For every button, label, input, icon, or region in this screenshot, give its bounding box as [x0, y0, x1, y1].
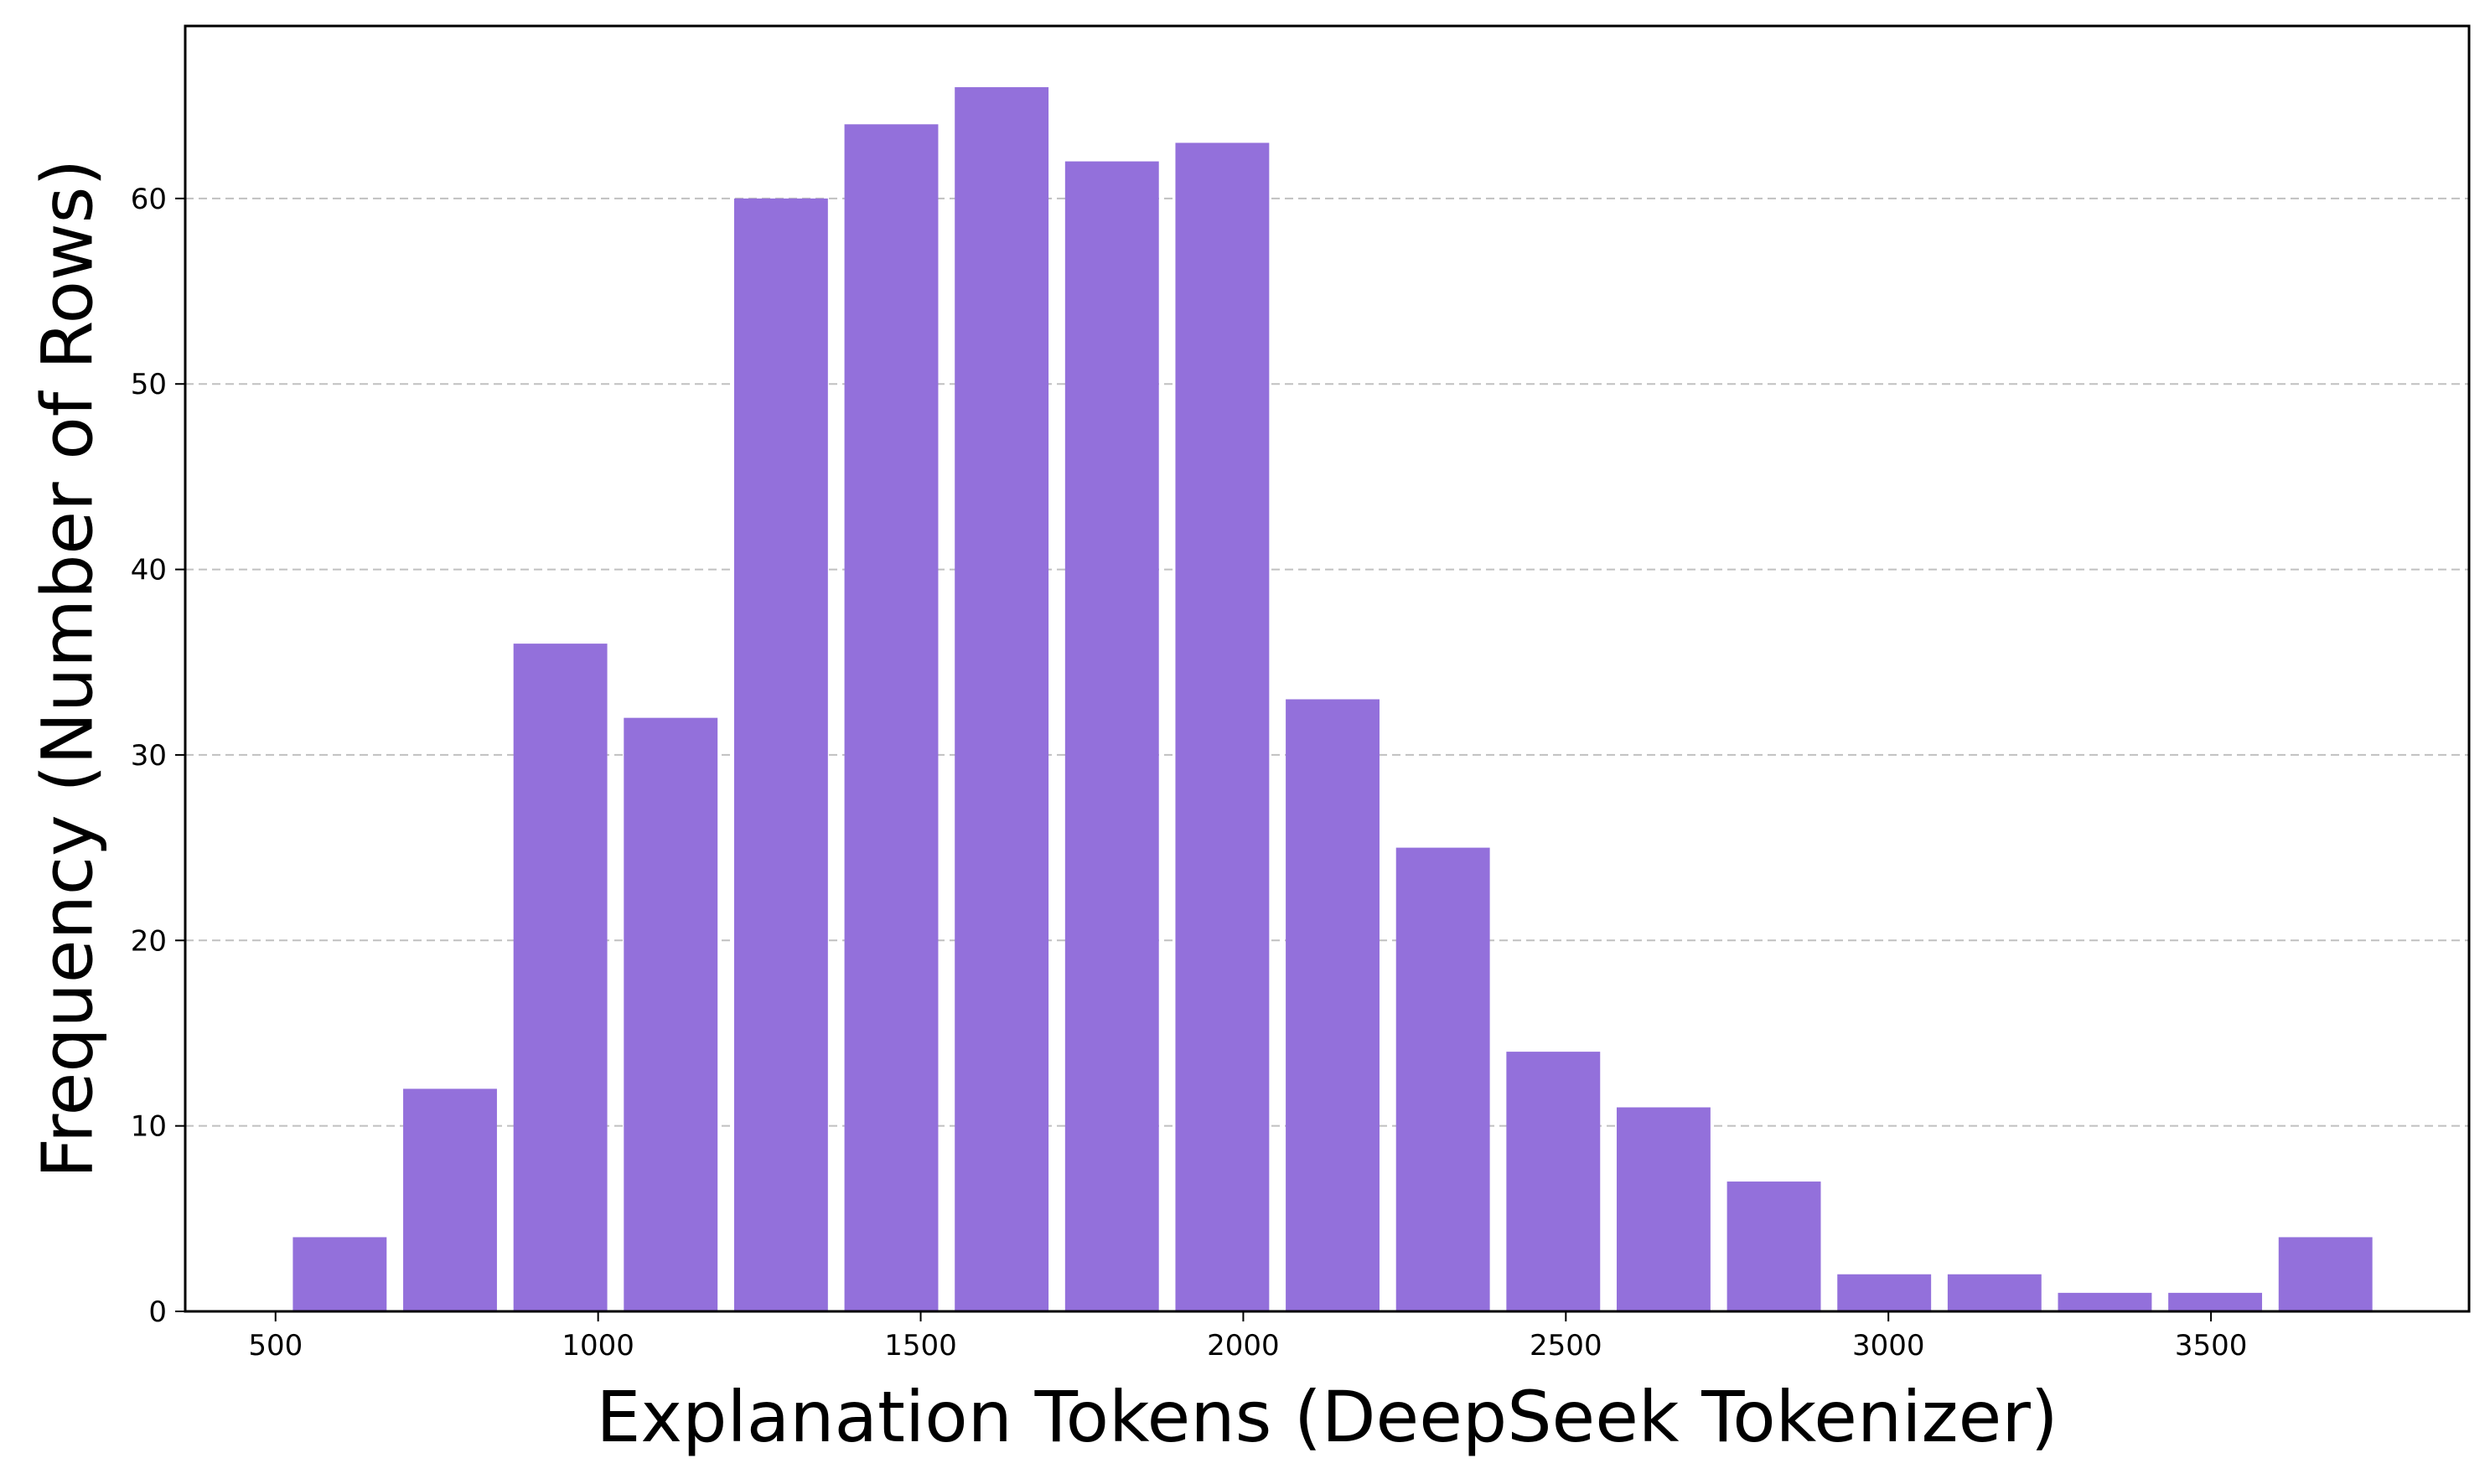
histogram-bar [513, 644, 608, 1311]
bars [292, 87, 2373, 1312]
histogram-bar [1726, 1182, 1821, 1311]
histogram-bar [1064, 161, 1159, 1311]
histogram-bar [403, 1088, 497, 1311]
x-tick-label: 2500 [1530, 1329, 1602, 1362]
x-tick-label: 1000 [562, 1329, 634, 1362]
histogram-bar [1837, 1274, 1932, 1311]
x-tick-label: 3000 [1852, 1329, 1925, 1362]
histogram-bar [1506, 1052, 1601, 1311]
x-axis-title: Explanation Tokens (DeepSeek Tokenizer) [596, 1376, 2058, 1458]
histogram-bar [1175, 142, 1270, 1311]
histogram-bar [1286, 699, 1380, 1311]
histogram-bar [1947, 1274, 2042, 1311]
histogram-bar [624, 717, 718, 1311]
histogram-bar [1616, 1107, 1711, 1311]
y-tick-label: 30 [131, 739, 167, 773]
y-axis-title: Frequency (Number of Rows) [26, 159, 108, 1178]
plot-frame [184, 24, 2471, 1313]
y-tick-label: 20 [131, 924, 167, 958]
y-tick-label: 0 [148, 1295, 167, 1329]
histogram-bar [2278, 1237, 2373, 1311]
x-tick-label: 500 [248, 1329, 303, 1362]
histogram-bar [292, 1237, 387, 1311]
histogram-bar [2058, 1292, 2152, 1311]
y-tick-label: 40 [131, 554, 167, 587]
x-tick-label: 2000 [1207, 1329, 1280, 1362]
y-tick-label: 10 [131, 1110, 167, 1144]
histogram-bar [2168, 1292, 2263, 1311]
histogram-bar [1395, 847, 1490, 1311]
y-tick-label: 60 [131, 183, 167, 216]
x-axis-ticks: 500 1000 1500 2000 2500 3000 3500 [248, 1311, 2247, 1362]
y-axis-ticks: 0 10 20 30 40 50 60 [131, 183, 185, 1329]
x-tick-label: 1500 [884, 1329, 957, 1362]
histogram-bar [733, 198, 828, 1312]
histogram-bar [844, 124, 939, 1312]
histogram-bar [955, 87, 1049, 1312]
y-tick-label: 50 [131, 368, 167, 401]
x-tick-label: 3500 [2175, 1329, 2248, 1362]
